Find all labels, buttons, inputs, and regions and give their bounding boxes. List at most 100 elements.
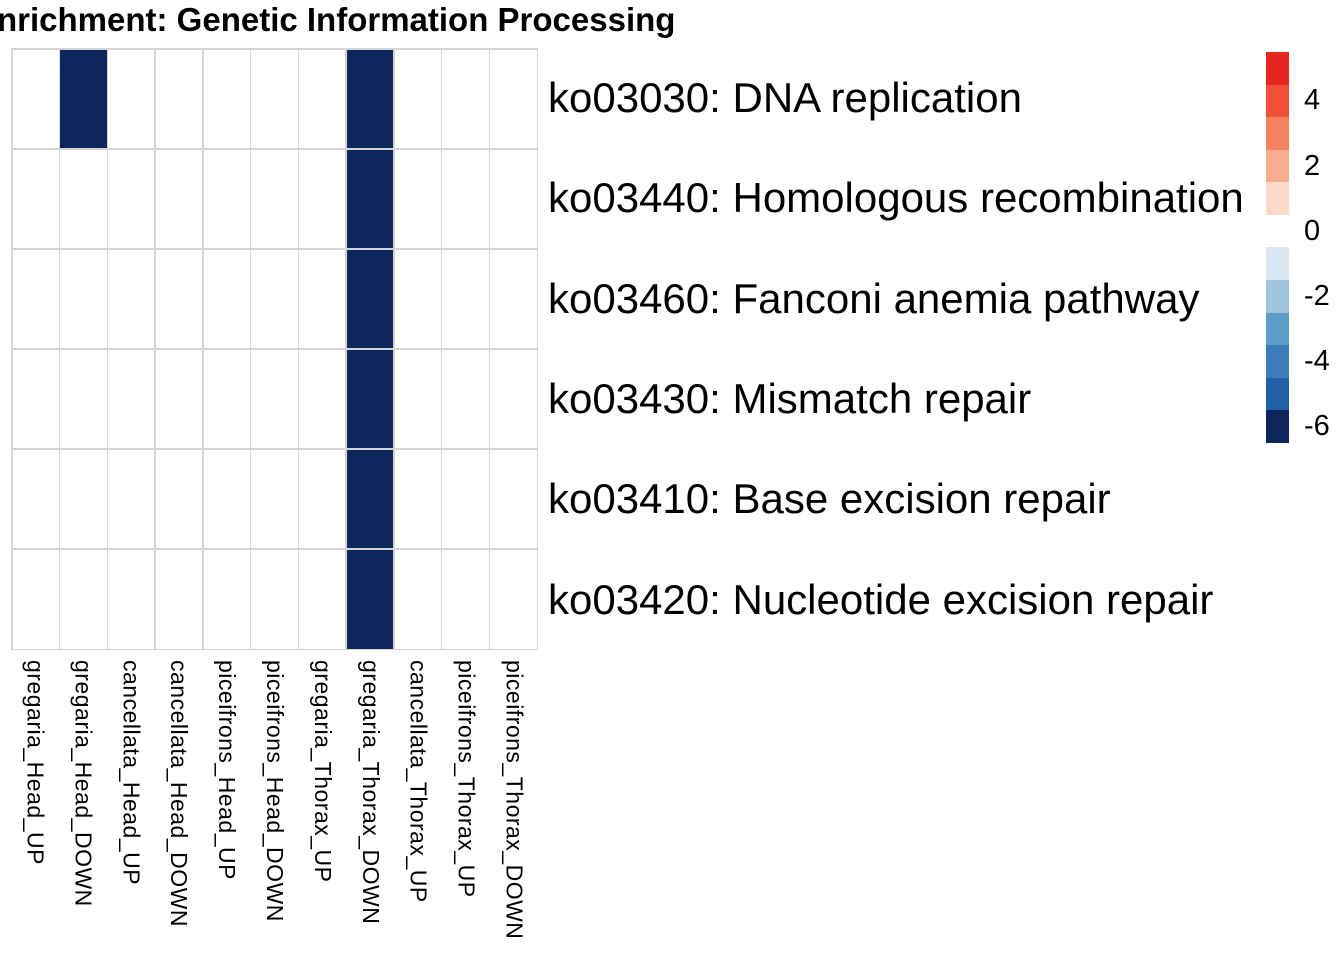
heatmap-cell	[155, 549, 203, 649]
heatmap-cell	[251, 249, 298, 349]
column-label: gregaria_Thorax_DOWN	[357, 660, 384, 925]
colorbar-block	[1266, 410, 1289, 443]
column-label: piceifrons_Head_UP	[214, 660, 241, 880]
colorbar-block	[1266, 377, 1289, 411]
heatmap-cell	[299, 249, 346, 349]
heatmap-cell	[60, 249, 107, 349]
heatmap-cell	[108, 149, 155, 249]
colorbar-tick-label: 0	[1304, 214, 1321, 247]
column-label: gregaria_Head_UP	[22, 660, 49, 865]
heatmap-cell	[251, 449, 298, 549]
heatmap-cell	[490, 549, 537, 649]
heatmap-cell	[394, 249, 441, 349]
heatmap-cell	[394, 49, 441, 149]
colorbar-block	[1266, 247, 1289, 281]
colorbar-block	[1266, 52, 1289, 85]
heatmap-cell	[394, 349, 441, 449]
row-label: ko03430: Mismatch repair	[548, 375, 1032, 423]
row-labels: ko03030: DNA replication ko03440: Homolog…	[548, 48, 1308, 650]
heatmap-cell	[12, 249, 59, 349]
colorbar-tick-label: -4	[1304, 345, 1330, 378]
heatmap-cell	[490, 49, 537, 149]
column-label: gregaria_Thorax_UP	[309, 660, 336, 883]
heatmap-cell	[346, 549, 394, 649]
colorbar-block	[1266, 345, 1289, 378]
column-label: gregaria_Head_DOWN	[70, 660, 97, 907]
heatmap-cell	[490, 249, 537, 349]
heatmap-cell	[346, 49, 394, 149]
colorbar-block	[1266, 149, 1289, 183]
heatmap-cell	[394, 149, 441, 249]
heatmap-cell	[155, 449, 203, 549]
heatmap-cell	[108, 549, 155, 649]
heatmap-cell	[299, 449, 346, 549]
heatmap-cell	[251, 49, 298, 149]
colorbar-block	[1266, 117, 1289, 150]
heatmap-cell	[442, 49, 489, 149]
heatmap-cell	[299, 549, 346, 649]
heatmap-cell	[299, 349, 346, 449]
colorbar-block	[1266, 182, 1289, 215]
row-label: ko03030: DNA replication	[548, 74, 1022, 122]
colorbar-block	[1266, 280, 1289, 313]
heatmap-cell	[442, 249, 489, 349]
colorbar-block	[1266, 214, 1289, 248]
heatmap-cell	[108, 349, 155, 449]
heatmap-cell	[12, 49, 59, 149]
heatmap-cell	[60, 349, 107, 449]
heatmap-cell	[108, 249, 155, 349]
heatmap-cell	[203, 49, 250, 149]
heatmap-cell	[108, 449, 155, 549]
heatmap-cell	[60, 549, 107, 649]
heatmap-cell	[60, 49, 107, 149]
heatmap-cell	[299, 149, 346, 249]
heatmap-cell	[346, 349, 394, 449]
colorbar-tick-label: 2	[1304, 149, 1321, 182]
heatmap-cell	[12, 349, 59, 449]
heatmap-cell	[251, 349, 298, 449]
heatmap-cell	[12, 549, 59, 649]
heatmap-cell	[394, 449, 441, 549]
column-label: piceifrons_Head_DOWN	[261, 660, 288, 922]
heatmap-cell	[155, 49, 203, 149]
heatmap-cell	[442, 149, 489, 249]
heatmap-cell	[251, 549, 298, 649]
column-labels: gregaria_Head_UP gregaria_Head_DOWN cancel…	[11, 660, 538, 955]
heatmap	[11, 48, 538, 650]
heatmap-cell	[155, 249, 203, 349]
column-label: piceifrons_Thorax_DOWN	[501, 660, 528, 940]
heatmap-cell	[12, 149, 59, 249]
heatmap-cell	[346, 449, 394, 549]
heatmap-cell	[442, 549, 489, 649]
heatmap-cell	[155, 349, 203, 449]
row-label: ko03440: Homologous recombination	[548, 174, 1244, 222]
heatmap-cell	[490, 449, 537, 549]
heatmap-cell	[346, 249, 394, 349]
row-label: ko03410: Base excision repair	[548, 475, 1111, 523]
row-label: ko03460: Fanconi anemia pathway	[548, 274, 1200, 322]
heatmap-cell	[251, 149, 298, 249]
colorbar-block	[1266, 84, 1289, 118]
colorbar	[1266, 52, 1289, 443]
heatmap-cell	[299, 49, 346, 149]
heatmap-cell	[155, 149, 203, 249]
heatmap-cell	[203, 249, 250, 349]
heatmap-cell	[60, 149, 107, 249]
heatmap-cell	[203, 549, 250, 649]
heatmap-cell	[442, 349, 489, 449]
heatmap-cell	[203, 149, 250, 249]
column-label: cancellata_Head_DOWN	[166, 660, 193, 927]
row-label: ko03420: Nucleotide excision repair	[548, 575, 1214, 623]
page-title: nrichment: Genetic Information Processin…	[0, 1, 676, 38]
colorbar-block	[1266, 312, 1289, 346]
heatmap-cell	[203, 449, 250, 549]
heatmap-cell	[108, 49, 155, 149]
colorbar-tick-label: 4	[1304, 84, 1321, 117]
column-label: cancellata_Thorax_UP	[405, 660, 432, 903]
heatmap-cell	[203, 349, 250, 449]
heatmap-cell	[394, 549, 441, 649]
colorbar-tick-label: -6	[1304, 410, 1330, 443]
heatmap-cell	[60, 449, 107, 549]
heatmap-cell	[12, 449, 59, 549]
